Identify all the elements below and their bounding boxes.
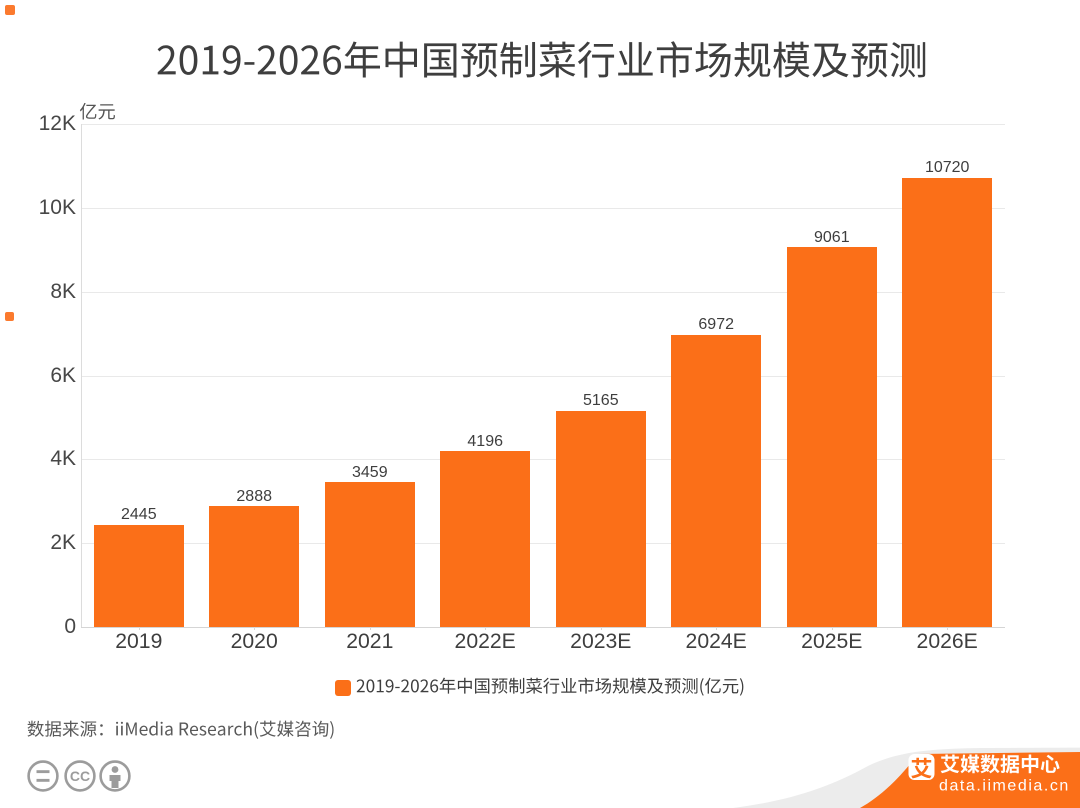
svg-text:CC: CC [70, 768, 90, 784]
svg-text:data.iimedia.cn: data.iimedia.cn [939, 778, 1070, 795]
